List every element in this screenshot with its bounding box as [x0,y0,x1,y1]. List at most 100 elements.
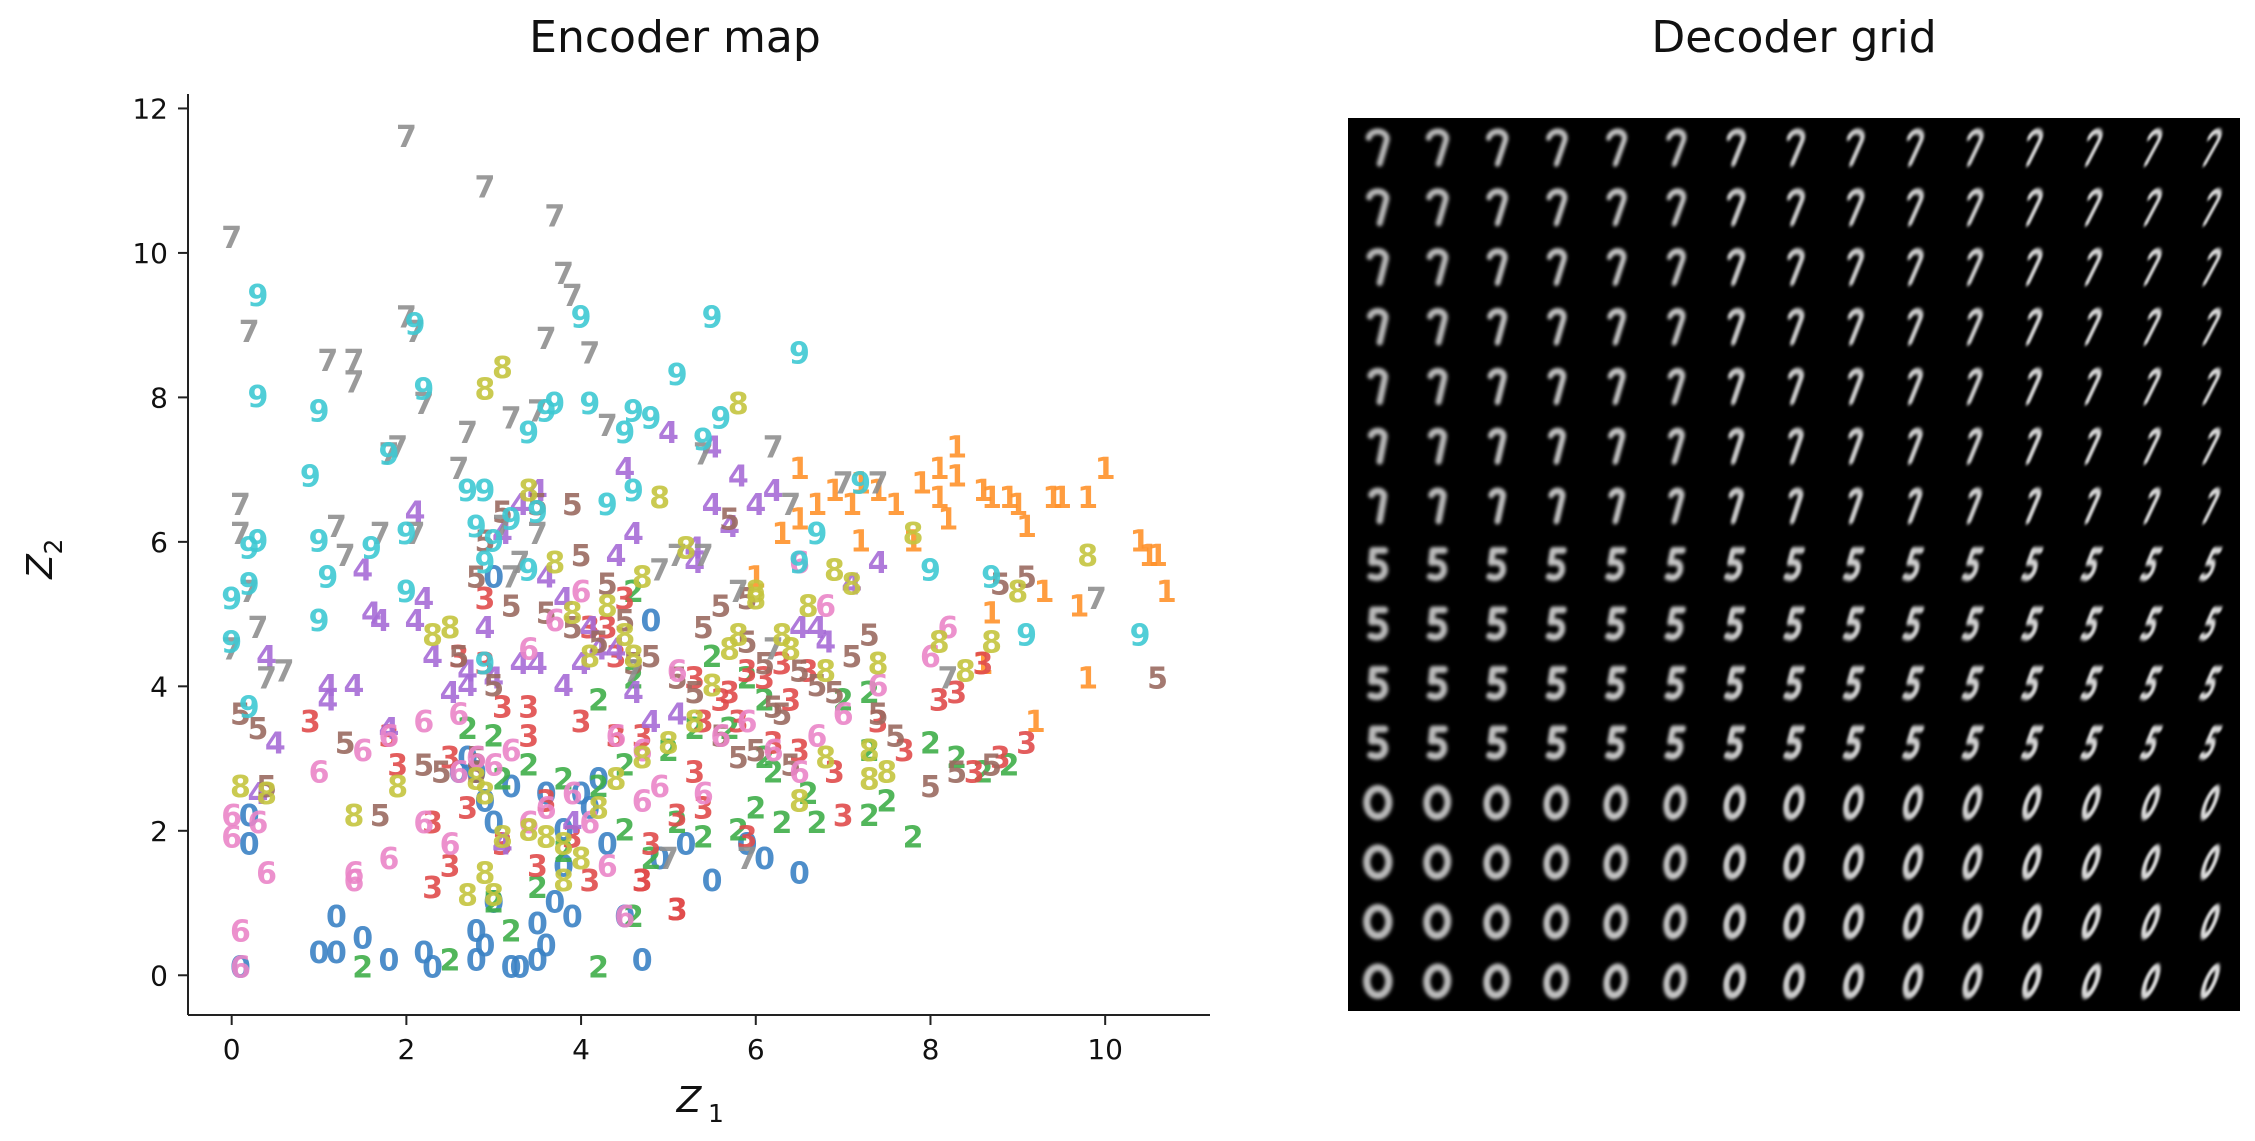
scatter-point-digit-9: 9 [920,553,941,588]
scatter-point-digit-6: 6 [536,792,557,827]
scatter-point-digit-8: 8 [256,777,277,812]
scatter-point-digit-9: 9 [579,387,600,422]
scatter-point-digit-1: 1 [938,503,959,538]
scatter-point-digit-0: 0 [754,842,775,877]
scatter-point-digit-9: 9 [501,503,522,538]
decoded-digit-cell [2084,427,2102,465]
scatter-point-digit-1: 1 [885,488,906,523]
decoded-digit-cell [2202,487,2221,525]
decoded-digit-cell [1608,487,1625,525]
decoded-digit-cell [2021,547,2044,582]
scatter-point-digit-0: 0 [326,900,347,935]
scatter-point-digit-0: 0 [509,951,530,986]
scatter-point-digit-1: 1 [981,481,1002,516]
scatter-point-digit-4: 4 [509,647,530,682]
decoded-digit-cell [2025,188,2043,227]
scatter-point-digit-9: 9 [247,279,268,314]
scatter-point-digit-1: 1 [929,481,950,516]
scatter-point-digit-3: 3 [684,662,705,697]
scatter-point-digit-8: 8 [440,611,461,646]
decoded-digit-cell [1426,248,1449,286]
decoded-digit-cell [1668,427,1685,465]
scatter-point-digit-9: 9 [457,474,478,509]
y-tick-label: 0 [150,959,168,992]
scatter-point-digit-0: 0 [378,943,399,978]
scatter-point-digit-8: 8 [475,373,496,408]
decoded-digit-cell [1548,427,1566,465]
decoded-digit-cell [1783,547,1805,582]
scatter-point-digit-0: 0 [309,936,330,971]
scatter-point-digit-4: 4 [606,633,627,668]
scatter-point-digit-7: 7 [501,560,522,595]
decoded-digit-cell [1667,248,1686,286]
decoded-digit-cell [1783,785,1805,821]
scatter-point-digit-9: 9 [475,647,496,682]
scatter-point-digit-2: 2 [859,799,880,834]
decoded-digit-cell [1907,308,1924,346]
scatter-point-digit-8: 8 [719,633,740,668]
y-tick-label: 8 [150,381,168,414]
decoded-digit-cell [1605,725,1627,760]
scatter-point-digit-8: 8 [841,568,862,603]
scatter-point-digit-9: 9 [475,546,496,581]
scatter-point-digit-3: 3 [457,792,478,827]
scatter-point-digit-5: 5 [413,748,434,783]
decoded-digit-cell [2084,367,2102,406]
scatter-point-digit-6: 6 [632,784,653,819]
scatter-point-digit-8: 8 [475,777,496,812]
scatter-point-digit-6: 6 [571,575,592,610]
scatter-point-digit-1: 1 [1077,481,1098,516]
scatter-point-digit-3: 3 [492,828,513,863]
decoded-digit-cell [1902,904,1924,940]
decoded-digit-cell [1546,248,1568,286]
scatter-point-digit-4: 4 [256,640,277,675]
scatter-point-digit-6: 6 [938,611,959,646]
decoded-digit-cell [1547,308,1567,346]
scatter-point-digit-0: 0 [562,900,583,935]
scatter-point-digit-9: 9 [483,524,504,559]
scatter-point-digit-9: 9 [247,380,268,415]
decoded-digit-cell [1726,188,1746,227]
decoded-digit-cell [2081,785,2101,821]
scatter-point-digit-4: 4 [317,683,338,718]
decoded-digit-cell [1783,963,1805,999]
scatter-point-digit-5: 5 [230,698,251,733]
scatter-point-digit-1: 1 [1016,510,1037,545]
scatter-point-digit-6: 6 [221,821,242,856]
scatter-point-digit-4: 4 [719,510,740,545]
scatter-point-digit-5: 5 [448,640,469,675]
scatter-point-digit-2: 2 [903,821,924,856]
decoded-digit-cell [1843,963,1864,999]
decoded-digit-cell [1545,666,1567,701]
scatter-point-digit-3: 3 [780,683,801,718]
y-axis-label: Z [20,553,61,580]
scatter-point-digit-6: 6 [667,654,688,689]
scatter-point-digit-8: 8 [492,821,513,856]
scatter-point-digit-0: 0 [649,842,670,877]
scatter-point-digit-9: 9 [309,394,330,429]
decoded-digit-cell [1664,606,1686,641]
scatter-point-digit-5: 5 [710,719,731,754]
decoded-digit-cell [1543,785,1569,821]
scatter-point-digit-0: 0 [632,943,653,978]
scatter-point-digit-3: 3 [475,647,496,682]
decoded-digit-cell [1666,188,1687,227]
scatter-point-digit-5: 5 [501,589,522,624]
scatter-point-digit-4: 4 [344,669,365,704]
scatter-point-digit-7: 7 [370,517,391,552]
scatter-point-digit-0: 0 [675,828,696,863]
scatter-point-digit-2: 2 [457,712,478,747]
scatter-point-digit-3: 3 [422,871,443,906]
scatter-point-digit-9: 9 [544,387,565,422]
y-axis-label-subscript: 2 [39,539,68,555]
scatter-point-digit-8: 8 [466,763,487,798]
decoded-digit-cell [1663,904,1687,940]
scatter-point-digit-2: 2 [798,777,819,812]
scatter-point-digit-5: 5 [737,582,758,617]
scatter-point-digit-5: 5 [868,698,889,733]
scatter-point-digit-8: 8 [1007,575,1028,610]
decoded-digit-cell [1545,547,1567,582]
decoded-digit-cell [2021,666,2044,701]
scatter-point-digit-1: 1 [806,488,827,523]
decoded-digit-cell [1366,248,1389,286]
